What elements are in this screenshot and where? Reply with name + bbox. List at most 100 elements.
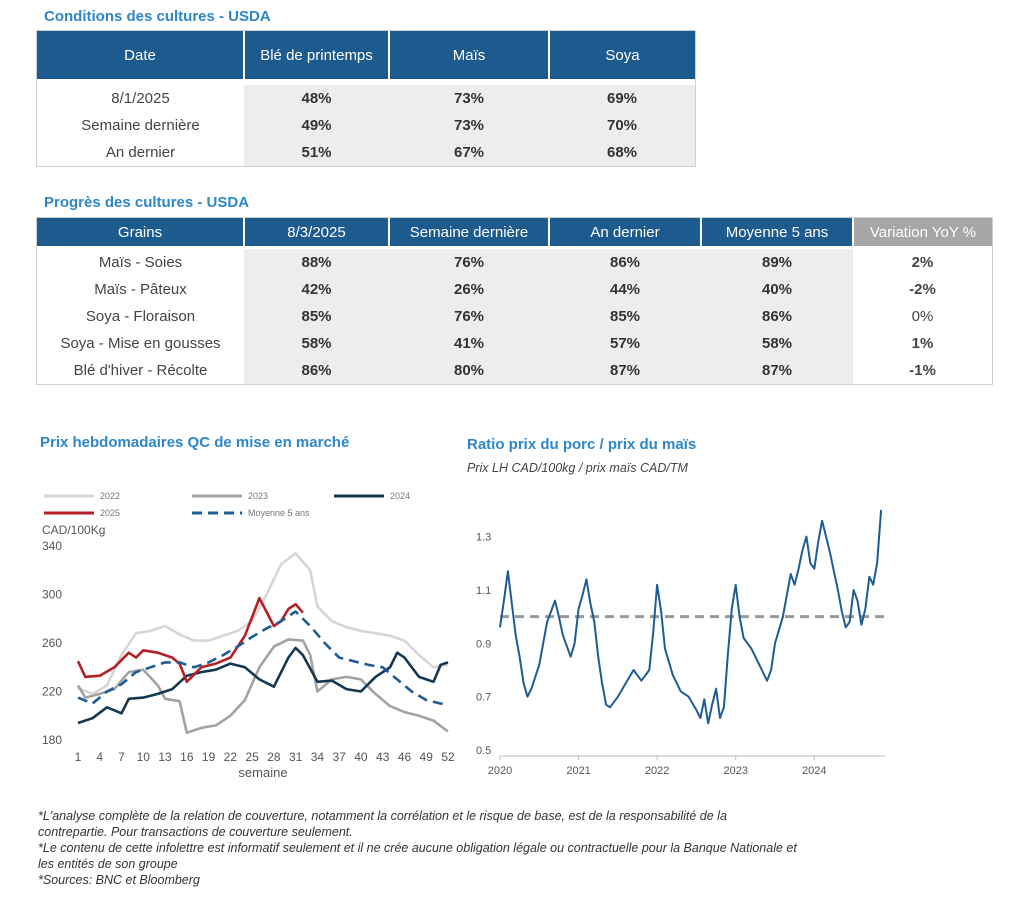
yoy-cell: -2% [909,281,936,298]
x-tick-label: 1 [75,750,82,764]
cell: 57% [549,330,701,357]
cell: 41% [389,330,549,357]
x-tick-label: 31 [289,750,303,764]
row-label: Soya - Mise en gousses [60,335,221,352]
header-date: Date [37,31,245,79]
cell: 26% [389,276,549,303]
x-tick-label: 7 [118,750,125,764]
yoy-cell: 0% [911,308,934,325]
header-semaine: Semaine dernière [389,218,550,246]
cell: 87% [701,357,853,384]
y-tick-label: 300 [42,588,62,602]
y-tick-label: 220 [42,685,62,699]
x-axis-label: semaine [238,765,287,780]
row-label: Soya - Floraison [85,308,196,325]
cell: 89% [701,249,853,276]
row-label: An dernier [105,144,176,161]
header-date: 8/3/2025 [244,218,390,246]
x-tick-label: 2024 [802,765,826,777]
footnotes: *L'analyse complète de la relation de co… [38,808,798,888]
progress-table: Grains 8/3/2025 Semaine dernière An dern… [36,217,993,385]
x-tick-label: 40 [354,750,368,764]
x-tick-label: 49 [420,750,434,764]
table-row: Soya - Mise en gousses 58% 41% 57% 58% 1% [37,330,992,357]
x-tick-label: 25 [245,750,259,764]
weekly-price-chart: 2022 2023 2024 2025 Moyenne 5 ans CAD/100Kg 18… [42,491,455,780]
x-tick-label: 2021 [566,765,590,777]
progress-title: Progrès des cultures - USDA [44,194,250,211]
series-line-2022 [77,552,449,696]
y-tick-label: 0.9 [476,638,491,650]
table-row: 8/1/2025 48% 73% 69% [37,85,695,112]
x-tick-label: 2022 [645,765,669,777]
yoy-cell: 1% [911,335,934,352]
x-tick-label: 22 [224,750,238,764]
cell: 69% [549,85,695,112]
table-row: Blé d'hiver - Récolte 86% 80% 87% 87% -1% [37,357,992,384]
conditions-title: Conditions des cultures - USDA [44,8,271,25]
row-label: 8/1/2025 [111,90,170,107]
row-label: Semaine dernière [81,117,200,134]
x-tick-label: 28 [267,750,281,764]
ratio-chart-title: Ratio prix du porc / prix du maïs [467,436,697,453]
row-label: Blé d'hiver - Récolte [73,362,208,379]
cell: 48% [244,85,389,112]
x-tick-label: 52 [441,750,455,764]
cell: 67% [389,139,549,166]
conditions-header-row: Date Blé de printemps Maïs Soya [37,31,695,79]
ratio-chart: 0.5 0.7 0.9 1.1 1.3 2020 2021 2022 2023 2024 [476,509,885,777]
header-yoy: Variation YoY % [853,218,992,246]
cell: 49% [244,112,389,139]
progress-header-row: Grains 8/3/2025 Semaine dernière An dern… [37,218,992,246]
cell: 86% [244,357,389,384]
header-moyenne: Moyenne 5 ans [701,218,854,246]
y-tick-label: 0.7 [476,692,491,704]
ratio-chart-subtitle: Prix LH CAD/100kg / prix maïs CAD/TM [467,461,688,475]
x-tick-label: 13 [158,750,172,764]
y-tick-label: 340 [42,539,62,553]
cell: 73% [389,85,549,112]
row-label: Maïs - Soies [98,254,183,271]
cell: 68% [549,139,695,166]
legend-label: 2025 [100,508,120,518]
x-tick-label: 16 [180,750,194,764]
cell: 86% [549,249,701,276]
series-line-moyenne-5-ans [77,610,448,705]
y-tick-label: 1.1 [476,585,491,597]
y-tick-label: 260 [42,636,62,650]
legend-label: Moyenne 5 ans [248,508,310,518]
header-soya: Soya [549,31,695,79]
cell: 86% [701,303,853,330]
footnote: *Le contenu de cette infolettre est info… [38,841,797,871]
yoy-cell: 2% [911,254,934,271]
cell: 42% [244,276,389,303]
table-row: Maïs - Pâteux 42% 26% 44% 40% -2% [37,276,992,303]
cell: 73% [389,112,549,139]
y-axis-label: CAD/100Kg [42,523,105,537]
x-tick-label: 37 [332,750,346,764]
y-tick-label: 1.3 [476,532,491,544]
cell: 85% [244,303,389,330]
footnote: *Sources: BNC et Bloomberg [38,873,200,887]
header-mais: Maïs [389,31,550,79]
cell: 76% [389,303,549,330]
y-tick-label: 0.5 [476,745,491,757]
conditions-table: Date Blé de printemps Maïs Soya 8/1/2025… [36,30,696,167]
yoy-cell: -1% [909,362,936,379]
x-tick-label: 2023 [723,765,747,777]
header-ble: Blé de printemps [244,31,390,79]
cell: 70% [549,112,695,139]
x-tick-label: 34 [311,750,325,764]
table-row: An dernier 51% 67% 68% [37,139,695,166]
legend-label: 2024 [390,491,410,501]
footnote: *L'analyse complète de la relation de co… [38,809,727,839]
table-row: Soya - Floraison 85% 76% 85% 86% 0% [37,303,992,330]
header-an: An dernier [549,218,702,246]
x-tick-label: 2020 [488,765,512,777]
cell: 51% [244,139,389,166]
cell: 58% [244,330,389,357]
cell: 44% [549,276,701,303]
cell: 87% [549,357,701,384]
table-row: Semaine dernière 49% 73% 70% [37,112,695,139]
row-label: Maïs - Pâteux [94,281,187,298]
